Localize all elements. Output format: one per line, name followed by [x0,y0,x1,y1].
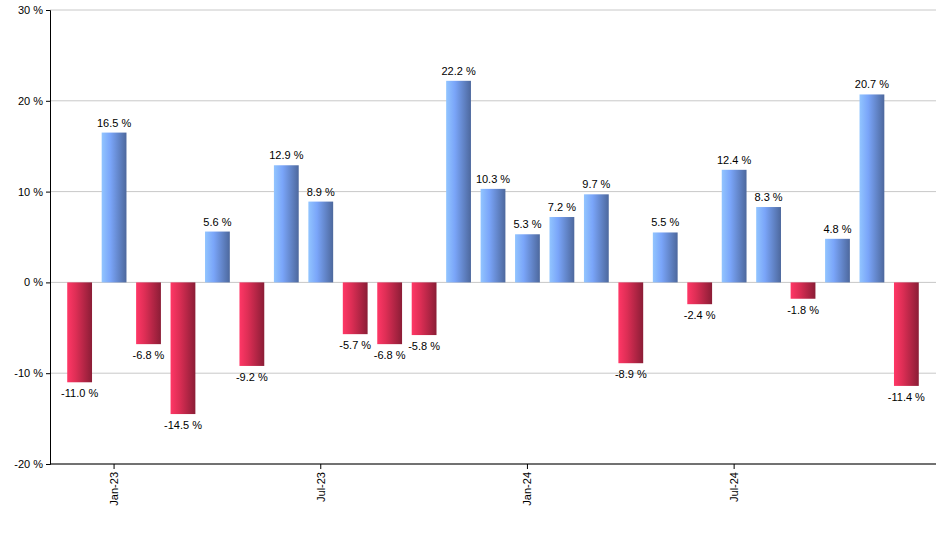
data-label: -1.8 % [787,304,819,316]
data-label: 12.9 % [269,149,303,161]
x-tick-mark [320,464,321,469]
x-tick-label: Jul-24 [728,472,740,502]
y-tick: 10 % [18,186,50,198]
y-tick-mark [46,10,50,11]
grid-line [50,464,936,465]
data-label: -14.5 % [164,419,202,431]
y-tick: 30 % [18,4,50,16]
bar [791,282,816,298]
bar [549,217,574,282]
x-tick: Jul-23 [315,464,327,502]
bar [239,282,264,366]
y-tick: -20 % [14,458,50,470]
y-tick-label: -20 % [14,458,43,470]
y-tick: 20 % [18,95,50,107]
bar [860,94,885,282]
data-label: -5.8 % [408,340,440,352]
data-label: -6.8 % [374,349,406,361]
data-label: -6.8 % [133,349,165,361]
x-tick: Jan-23 [108,464,120,506]
data-label: -2.4 % [684,309,716,321]
bar [722,170,747,283]
grid [50,10,936,464]
bar [446,81,471,283]
bar [515,234,540,282]
bar [308,202,333,283]
data-labels: -11.0 % 16.5 % -6.8 % -14.5 % 5.6 % -9.2 % 12.… [61,65,925,431]
y-tick-label: -10 % [14,367,43,379]
bar [756,207,781,282]
y-tick-label: 0 % [24,276,43,288]
x-tick-label: Jan-24 [521,472,533,506]
x-tick: Jan-24 [521,464,533,506]
data-label: 9.7 % [582,178,610,190]
data-label: -8.9 % [615,368,647,380]
data-label: 20.7 % [855,78,889,90]
data-label: 8.3 % [755,191,783,203]
data-label: 5.6 % [203,216,231,228]
x-axis: Jan-23 Jul-23 Jan-24 Jul-24 [50,464,936,506]
y-tick-mark [46,464,50,465]
data-label: -9.2 % [236,371,268,383]
bar [584,194,609,282]
y-axis: -20 % -10 % 0 % 10 % 20 % 30 % [14,4,50,470]
bar [67,282,92,382]
x-tick-label: Jul-23 [315,472,327,502]
data-label: -11.4 % [888,391,925,403]
x-tick-label: Jan-23 [108,472,120,506]
bar [171,282,196,414]
y-axis-line [46,11,51,465]
data-label: 5.3 % [513,218,541,230]
y-tick-mark [46,192,50,193]
data-label: 16.5 % [97,117,131,129]
y-tick-mark [46,101,50,102]
bar [618,282,643,363]
bar [205,232,230,283]
bar [481,189,506,283]
bar [653,232,678,282]
y-tick-mark [46,282,50,283]
data-label: 8.9 % [307,186,335,198]
bar [412,282,437,335]
data-label: 4.8 % [823,223,851,235]
bar [687,282,712,304]
bar [102,133,127,283]
grid-line [50,100,936,101]
y-tick: 0 % [24,276,50,288]
y-tick-label: 20 % [18,95,43,107]
data-label: 10.3 % [476,173,510,185]
data-label: -5.7 % [339,339,371,351]
data-label: 22.2 % [441,65,475,77]
bar [825,239,850,283]
bars [67,81,919,414]
y-tick: -10 % [14,367,50,379]
data-label: 7.2 % [548,201,576,213]
data-label: 12.4 % [717,154,751,166]
bar [274,165,299,282]
y-tick-label: 30 % [18,4,43,16]
y-tick-mark [46,373,50,374]
data-label: -11.0 % [61,387,98,399]
x-axis-line [50,464,936,465]
bar [377,282,402,344]
bar [343,282,368,334]
x-tick-mark [527,464,528,469]
x-tick: Jul-24 [728,464,740,502]
chart: -20 %-10 %0 %10 %20 %30 %Jan-23Jul-23Jan… [0,0,940,550]
x-tick-mark [734,464,735,469]
x-tick-mark [114,464,115,469]
y-tick-label: 10 % [18,186,43,198]
bar [894,282,919,386]
grid-line [50,10,936,11]
bar [136,282,161,344]
data-label: 5.5 % [651,216,679,228]
